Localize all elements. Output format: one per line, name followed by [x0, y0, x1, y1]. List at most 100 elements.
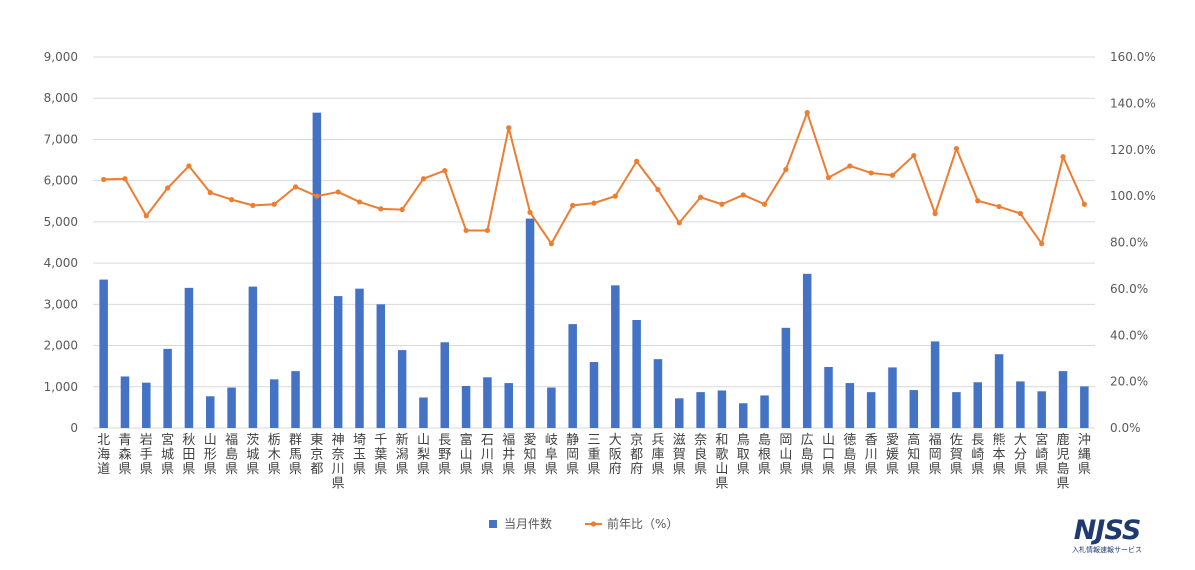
left-tick-label: 9,000 — [44, 50, 78, 64]
line-point — [1081, 201, 1087, 207]
bar — [866, 392, 876, 428]
line-point — [186, 163, 192, 169]
category-label: 沖縄県 — [1078, 433, 1091, 477]
bar — [142, 382, 151, 428]
legend-label-bar: 当月件数 — [504, 516, 552, 531]
line-point — [122, 176, 128, 182]
left-tick-label: 8,000 — [44, 91, 78, 105]
bar — [696, 392, 705, 428]
line-point — [356, 199, 363, 205]
bar — [973, 382, 982, 428]
line-point — [1017, 210, 1023, 217]
left-axis: 0 1,000 2,000 3,000 4,000 5,000 6,000 7,000 8,00… — [44, 50, 78, 435]
bar — [504, 383, 513, 428]
line-point — [804, 110, 810, 116]
bar — [802, 273, 812, 428]
logo-mark: NJSS — [1073, 515, 1142, 546]
bar — [781, 327, 791, 428]
bar — [206, 396, 215, 428]
line-point — [548, 241, 554, 247]
bar — [419, 397, 428, 428]
category-label: 宮崎県 — [1035, 432, 1048, 477]
line-point — [953, 145, 960, 152]
line-point — [889, 172, 896, 178]
category-label: 群馬県 — [289, 433, 302, 477]
line-point — [591, 200, 597, 206]
category-label: 山形県 — [204, 433, 217, 477]
left-tick-label: 3,000 — [44, 297, 78, 311]
line-point — [996, 203, 1002, 210]
bar — [99, 279, 108, 428]
bar — [461, 385, 471, 428]
bar — [163, 348, 172, 428]
category-label: 三重県 — [587, 433, 600, 477]
bar — [589, 362, 599, 428]
category-label: 岐阜県 — [545, 433, 558, 477]
right-tick-label: 60.0% — [1110, 282, 1148, 296]
bar — [291, 371, 300, 428]
bar — [312, 112, 322, 429]
line-point — [101, 176, 107, 183]
line-path — [103, 111, 1086, 245]
category-label: 和歌山県 — [715, 433, 728, 492]
line-point — [143, 213, 149, 219]
line-point — [847, 163, 853, 169]
line-point — [484, 227, 491, 234]
category-label: 北海道 — [97, 433, 110, 477]
category-label: 徳島県 — [843, 433, 856, 477]
bar — [397, 350, 407, 428]
bar — [824, 366, 833, 428]
bar — [547, 387, 556, 428]
bar — [632, 319, 641, 428]
category-label: 大阪府 — [609, 433, 622, 477]
bar — [888, 367, 897, 428]
line-point — [911, 152, 917, 159]
gridlines — [93, 56, 1095, 429]
bar — [675, 398, 684, 428]
bar — [1037, 391, 1046, 428]
line-point — [314, 193, 320, 199]
category-label: 広島県 — [801, 433, 814, 477]
left-tick-label: 0 — [70, 421, 78, 435]
line-point — [463, 227, 469, 234]
category-label: 愛知県 — [524, 433, 537, 477]
category-label: 長野県 — [438, 433, 451, 477]
right-tick-label: 20.0% — [1110, 375, 1148, 389]
bar — [227, 387, 236, 428]
category-label: 岡山県 — [779, 433, 792, 477]
bar — [269, 379, 279, 428]
right-tick-label: 140.0% — [1110, 96, 1156, 110]
bar — [483, 377, 492, 428]
category-label: 鳥取県 — [737, 433, 750, 477]
category-label: 山梨県 — [417, 433, 430, 477]
right-tick-label: 40.0% — [1110, 328, 1148, 342]
category-label: 宮城県 — [161, 432, 174, 477]
category-label: 滋賀県 — [673, 433, 686, 477]
category-label: 奈良県 — [694, 433, 707, 477]
right-axis: 0.0% 20.0% 40.0% 60.0% 80.0% 100.0% 120.0% 140.… — [1110, 50, 1156, 435]
right-tick-label: 160.0% — [1110, 50, 1156, 64]
line-point — [612, 193, 618, 199]
line-point — [506, 125, 512, 131]
bar — [184, 287, 194, 428]
line-point — [378, 206, 384, 212]
category-label: 福井県 — [502, 433, 515, 477]
line-point — [527, 209, 533, 215]
line-point — [292, 184, 299, 190]
left-tick-label: 6,000 — [44, 174, 78, 188]
bar — [760, 395, 769, 428]
category-label: 神奈川県 — [332, 433, 345, 492]
bar — [738, 403, 748, 428]
right-tick-label: 120.0% — [1110, 143, 1156, 157]
category-label: 岩手県 — [140, 433, 153, 477]
line-point — [1039, 241, 1045, 247]
bar — [845, 383, 855, 428]
bar — [440, 342, 450, 428]
category-label: 熊本県 — [993, 432, 1006, 477]
category-label: 新潟県 — [396, 432, 409, 477]
category-label: 富山県 — [460, 432, 473, 477]
category-label: 香川県 — [865, 433, 878, 477]
line-point — [399, 206, 405, 213]
category-label: 高知県 — [907, 432, 920, 477]
